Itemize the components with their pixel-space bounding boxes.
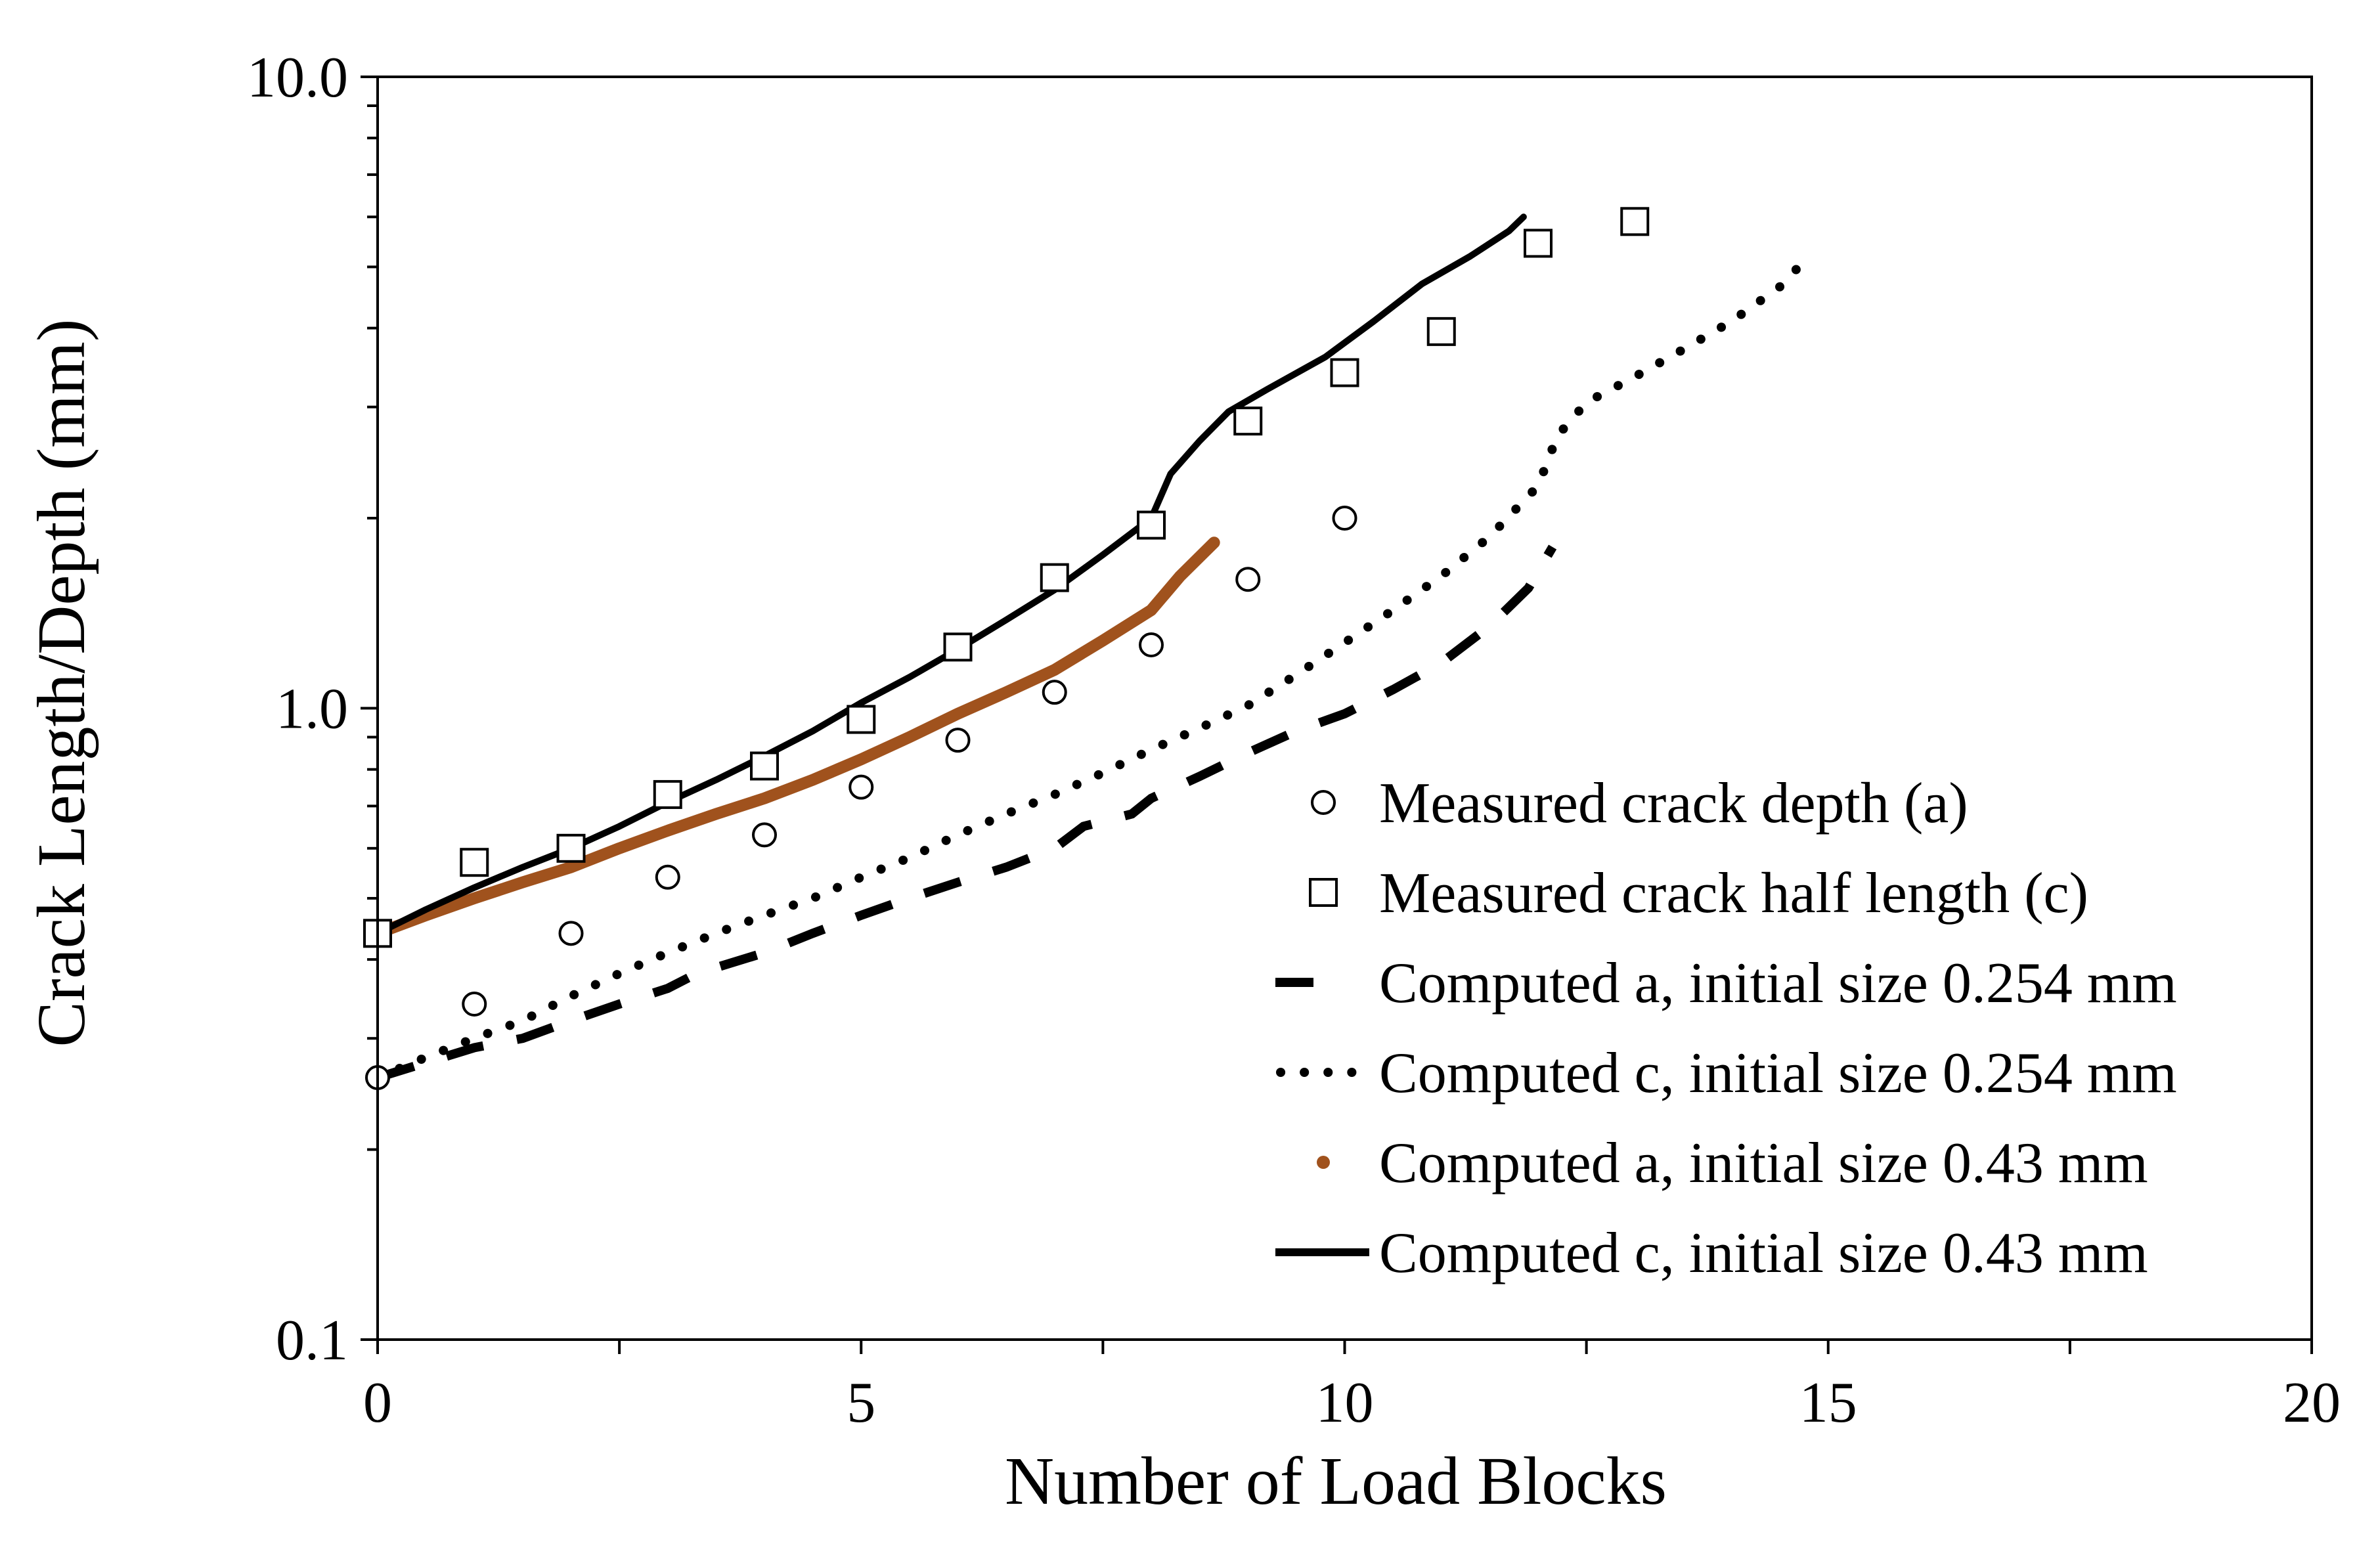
series-line-5	[374, 213, 1527, 937]
x-tick-label: 5	[847, 1371, 875, 1435]
legend-label: Measured crack depth (a)	[1379, 772, 1968, 835]
data-point	[462, 991, 487, 1017]
data-point	[1330, 358, 1359, 387]
legend-label: Computed c, initial size 0.254 mm	[1379, 1041, 2177, 1105]
legend-entry-5: Computed c, initial size 0.43 mm	[1275, 1221, 2148, 1285]
x-tick-label: 10	[1316, 1371, 1374, 1435]
data-point	[1139, 632, 1164, 657]
series-line-3	[373, 252, 1814, 1082]
series-markers-1	[363, 207, 1650, 948]
legend-entry-2: Computed a, initial size 0.254 mm	[1275, 952, 2177, 1015]
data-point	[653, 779, 682, 809]
legend: Measured crack depth (a) Measured crack h…	[1275, 772, 2177, 1285]
legend-symbol	[1317, 1156, 1330, 1169]
x-tick-label: 20	[2283, 1371, 2341, 1435]
axes-layer: 0 5 10 15 20 0.1 1.0 10.0	[247, 46, 2341, 1435]
data-point	[1040, 563, 1069, 592]
data-point	[1620, 207, 1650, 236]
x-tick-label: 0	[363, 1371, 392, 1435]
x-tick-label: 15	[1799, 1371, 1857, 1435]
data-point	[1137, 510, 1166, 540]
data-point	[847, 705, 876, 734]
data-point	[655, 864, 680, 890]
legend-label: Computed a, initial size 0.254 mm	[1379, 952, 2177, 1015]
series-line-4	[372, 537, 1220, 940]
legend-entry-3: Computed c, initial size 0.254 mm	[1276, 1041, 2177, 1105]
data-point	[1332, 506, 1357, 531]
data-point	[1235, 567, 1261, 592]
data-point	[460, 848, 489, 877]
legend-entry-4: Computed a, initial size 0.43 mm	[1317, 1131, 2148, 1195]
legend-symbol	[1309, 878, 1338, 907]
data-point	[943, 632, 973, 662]
data-point	[752, 822, 777, 848]
data-point	[1524, 229, 1553, 258]
y-tick-label: 1.0	[276, 678, 348, 741]
data-point	[1042, 680, 1067, 705]
y-tick-label: 0.1	[276, 1309, 348, 1372]
y-tick-label: 10.0	[247, 46, 348, 110]
data-point	[945, 728, 971, 753]
legend-label: Computed c, initial size 0.43 mm	[1379, 1221, 2148, 1285]
x-axis-label: Number of Load Blocks	[1005, 1443, 1667, 1519]
data-point	[558, 921, 584, 946]
legend-entry-1: Measured crack half length (c)	[1309, 862, 2088, 925]
series-markers-0	[365, 506, 1357, 1091]
data-point	[556, 833, 586, 863]
legend-label: Computed a, initial size 0.43 mm	[1379, 1131, 2148, 1195]
y-axis-label: Crack Length/Depth (mm)	[24, 318, 99, 1047]
data-point	[1426, 317, 1456, 346]
legend-entry-0: Measured crack depth (a)	[1311, 772, 1968, 835]
legend-label: Measured crack half length (c)	[1379, 862, 2088, 925]
data-point	[848, 774, 874, 800]
series-layer	[363, 207, 1814, 1091]
data-point	[1233, 406, 1263, 436]
data-point	[750, 751, 779, 781]
legend-symbol	[1311, 790, 1336, 815]
